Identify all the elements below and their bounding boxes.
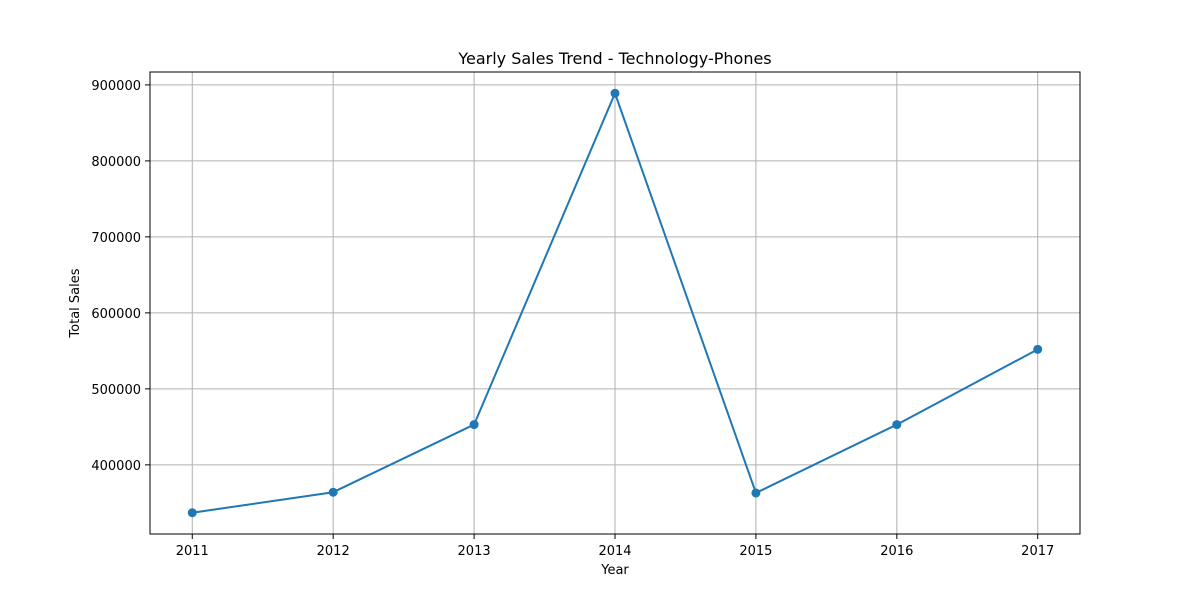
- y-tick-label: 500000: [91, 383, 141, 398]
- y-axis-title: Total Sales: [68, 268, 83, 338]
- x-tick-label: 2012: [317, 544, 350, 559]
- x-tick-label: 2016: [880, 544, 913, 559]
- data-point: [328, 487, 338, 497]
- x-axis-title: Year: [600, 563, 629, 578]
- y-tick-label: 800000: [91, 155, 141, 170]
- grid-lines: [150, 72, 1080, 534]
- x-tick-label: 2013: [458, 544, 491, 559]
- data-series: [187, 88, 1043, 518]
- data-point: [892, 420, 902, 430]
- data-point: [610, 88, 620, 98]
- x-tick-label: 2017: [1021, 544, 1054, 559]
- x-tick-label: 2015: [739, 544, 772, 559]
- y-tick-label: 400000: [91, 459, 141, 474]
- data-point: [187, 508, 197, 518]
- data-point: [751, 488, 761, 498]
- data-point: [469, 420, 479, 430]
- chart-title: Yearly Sales Trend - Technology-Phones: [457, 49, 771, 68]
- data-point: [1033, 344, 1043, 354]
- y-tick-label: 900000: [91, 79, 141, 94]
- y-tick-label: 700000: [91, 231, 141, 246]
- x-tick-label: 2011: [176, 544, 209, 559]
- y-tick-label: 600000: [91, 307, 141, 322]
- x-tick-label: 2014: [598, 544, 631, 559]
- axes: 2011 2012 2013 2014 2015 2016 2017 400000 500000…: [91, 79, 1054, 559]
